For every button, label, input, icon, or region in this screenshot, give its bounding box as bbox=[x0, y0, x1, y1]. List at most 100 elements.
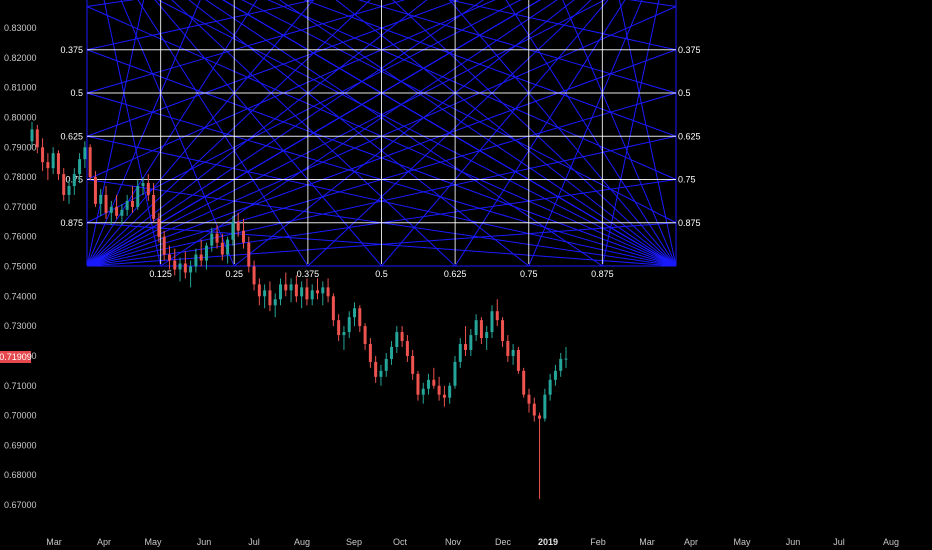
current-price-marker: 0.71909 bbox=[0, 351, 32, 363]
candle-body bbox=[109, 206, 113, 213]
candle-body bbox=[368, 344, 372, 362]
candle-body bbox=[495, 311, 499, 321]
gann-fan-line bbox=[86, 0, 316, 51]
candle-body bbox=[474, 320, 478, 336]
x-tick-label: Apr bbox=[97, 537, 111, 547]
candle-body bbox=[199, 254, 203, 261]
y-tick-label: 0.83000 bbox=[4, 23, 37, 33]
gann-left-label: 0.625 bbox=[60, 131, 83, 141]
y-tick-label: 0.67000 bbox=[4, 500, 37, 510]
candle-body bbox=[294, 284, 298, 297]
candle-body bbox=[363, 326, 367, 345]
candle-body bbox=[210, 233, 214, 246]
gann-box[interactable]: 0.375 0.375 0.5 0.5 0.625 0.625 0.75 0.75 0.875 0… bbox=[60, 0, 701, 279]
y-tick-label: 0.77000 bbox=[4, 202, 37, 212]
candle-body bbox=[310, 290, 314, 300]
current-price-label: 0.71909 bbox=[0, 352, 32, 362]
gann-right-label: 0.75 bbox=[678, 175, 696, 185]
candle-body bbox=[141, 183, 145, 187]
candle-body bbox=[400, 332, 404, 342]
y-tick-label: 0.79000 bbox=[4, 142, 37, 152]
candle-body bbox=[353, 308, 357, 318]
x-tick-label: May bbox=[733, 537, 751, 547]
candle-body bbox=[88, 147, 92, 178]
candle-body bbox=[204, 245, 208, 261]
candle-body bbox=[485, 332, 489, 339]
candle-body bbox=[273, 299, 277, 306]
candle-body bbox=[67, 186, 71, 195]
candle-body bbox=[241, 230, 245, 243]
candle-body bbox=[331, 296, 335, 321]
y-tick-label: 0.76000 bbox=[4, 232, 37, 242]
candle-body bbox=[538, 415, 542, 419]
candle-body bbox=[167, 254, 171, 261]
x-tick-label: Mar bbox=[639, 537, 655, 547]
candle-body bbox=[453, 361, 457, 386]
x-tick-label: Jul bbox=[248, 537, 260, 547]
candle-body bbox=[405, 341, 409, 356]
candle-body bbox=[56, 153, 60, 175]
gann-bottom-label: 0.5 bbox=[375, 269, 388, 279]
y-tick-label: 0.74000 bbox=[4, 291, 37, 301]
x-tick-label: 2019 bbox=[538, 537, 558, 547]
candle-body bbox=[532, 403, 536, 416]
gann-bottom-label: 0.25 bbox=[225, 269, 243, 279]
candle-body bbox=[104, 194, 108, 213]
candle-body bbox=[458, 344, 462, 362]
candle-body bbox=[231, 221, 235, 240]
candle-body bbox=[183, 263, 187, 273]
candle-body bbox=[125, 200, 129, 210]
candle-body bbox=[464, 344, 468, 350]
candle-body bbox=[35, 129, 39, 148]
candle-body bbox=[247, 242, 251, 267]
candle-body bbox=[62, 174, 66, 195]
candle-body bbox=[501, 320, 505, 342]
candle-body bbox=[157, 218, 161, 237]
x-tick-label: Aug bbox=[294, 537, 310, 547]
time-axis[interactable]: Mar Apr May Jun Jul Aug Sep Oct Nov Dec 2019 Feb Mar… bbox=[46, 537, 899, 547]
candle-body bbox=[278, 284, 282, 300]
x-tick-label: Aug bbox=[883, 537, 899, 547]
candle-body bbox=[263, 290, 267, 297]
y-tick-label: 0.81000 bbox=[4, 83, 37, 93]
y-tick-label: 0.80000 bbox=[4, 112, 37, 122]
candle-body bbox=[442, 394, 446, 398]
candle-body bbox=[411, 355, 415, 374]
y-tick-label: 0.68000 bbox=[4, 470, 37, 480]
candle-body bbox=[543, 394, 547, 419]
x-tick-label: Apr bbox=[684, 537, 698, 547]
y-tick-label: 0.70000 bbox=[4, 411, 37, 421]
candle-body bbox=[152, 194, 156, 219]
x-tick-label: Jul bbox=[833, 537, 845, 547]
candle-body bbox=[469, 335, 473, 350]
candle-body bbox=[416, 373, 420, 395]
candle-body bbox=[559, 358, 563, 371]
candle-body bbox=[93, 177, 97, 204]
candle-body bbox=[379, 370, 383, 377]
candle-body bbox=[421, 388, 425, 395]
candle-body bbox=[427, 379, 431, 389]
x-tick-label: Jun bbox=[197, 537, 212, 547]
candle-body bbox=[437, 385, 441, 395]
x-tick-label: May bbox=[144, 537, 162, 547]
y-tick-label: 0.82000 bbox=[4, 53, 37, 63]
candle-body bbox=[548, 379, 552, 395]
candle-body bbox=[347, 317, 351, 333]
candle-body bbox=[99, 194, 103, 204]
x-tick-label: Nov bbox=[445, 537, 462, 547]
gann-bottom-label: 0.375 bbox=[297, 269, 320, 279]
candle-body bbox=[268, 290, 272, 306]
gann-fan-line bbox=[447, 0, 677, 51]
candle-body bbox=[337, 320, 341, 336]
candle-body bbox=[390, 346, 394, 359]
candle-body bbox=[479, 320, 483, 339]
candle-body bbox=[136, 186, 140, 207]
gann-right-label: 0.875 bbox=[678, 218, 701, 228]
x-tick-label: Dec bbox=[495, 537, 512, 547]
x-tick-label: Mar bbox=[46, 537, 62, 547]
candle-body bbox=[289, 284, 293, 291]
gann-right-label: 0.5 bbox=[678, 88, 691, 98]
x-tick-label: Jun bbox=[786, 537, 801, 547]
